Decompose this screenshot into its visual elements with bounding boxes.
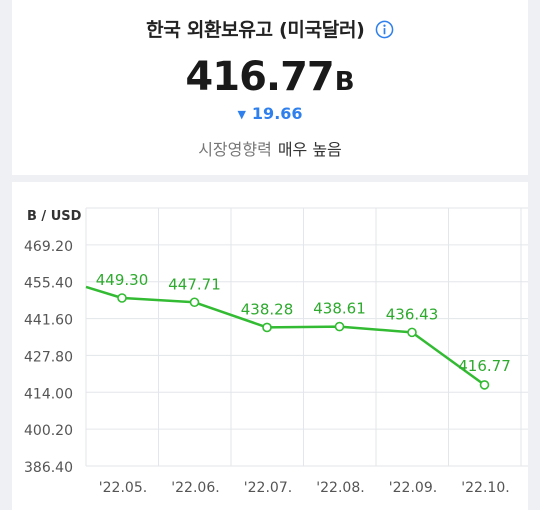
info-icon[interactable] bbox=[375, 20, 394, 39]
data-label: 438.28 bbox=[241, 300, 294, 318]
current-value-unit: B bbox=[334, 67, 355, 97]
data-label: 436.43 bbox=[386, 305, 439, 323]
y-tick-label: 441.60 bbox=[24, 313, 73, 329]
y-tick-label: 455.40 bbox=[24, 276, 73, 292]
data-point bbox=[189, 297, 200, 308]
change-indicator: ▼ 19.66 bbox=[12, 104, 528, 123]
y-tick-label: 414.00 bbox=[24, 386, 73, 402]
data-label: 449.30 bbox=[96, 271, 149, 289]
y-axis-unit-label: B / USD bbox=[27, 209, 82, 224]
x-tick-label: '22.06. bbox=[171, 480, 219, 496]
data-point bbox=[407, 327, 417, 338]
data-point bbox=[334, 321, 345, 332]
data-label: 438.61 bbox=[313, 300, 366, 318]
current-value-number: 416.77 bbox=[185, 54, 334, 100]
data-label: 416.77 bbox=[458, 357, 511, 375]
y-tick-label: 469.20 bbox=[24, 239, 73, 255]
impact-value: 매우 높음 bbox=[277, 140, 342, 159]
x-tick-label: '22.08. bbox=[316, 480, 364, 496]
down-triangle-icon: ▼ bbox=[237, 108, 246, 121]
indicator-title: 한국 외환보유고 (미국달러) bbox=[146, 19, 365, 41]
impact-label: 시장영향력 bbox=[198, 140, 272, 159]
data-label: 447.71 bbox=[168, 275, 221, 293]
change-value: 19.66 bbox=[251, 104, 303, 123]
y-tick-label: 427.80 bbox=[24, 349, 73, 365]
data-point bbox=[117, 293, 127, 303]
x-tick-label: '22.05. bbox=[99, 480, 147, 496]
x-tick-label: '22.09. bbox=[389, 480, 437, 496]
market-impact: 시장영향력 매우 높음 bbox=[12, 136, 528, 160]
x-tick-label: '22.07. bbox=[244, 480, 292, 496]
current-value: 416.77B bbox=[12, 54, 528, 100]
y-tick-label: 386.40 bbox=[24, 460, 73, 476]
data-point bbox=[479, 380, 490, 390]
data-point bbox=[262, 322, 272, 333]
chart-card: 469.20 455.40 441.60 427.80 414.00 400.20 386.… bbox=[12, 182, 528, 510]
x-tick-label: '22.10. bbox=[461, 480, 509, 496]
y-tick-label: 400.20 bbox=[24, 423, 73, 439]
line-chart: 469.20 455.40 441.60 427.80 414.00 400.20 386.… bbox=[24, 207, 528, 496]
title-row: 한국 외환보유고 (미국달러) bbox=[12, 15, 528, 42]
summary-card: 한국 외환보유고 (미국달러) 416.77B ▼ 19.66 시장영향력 매우 높… bbox=[12, 0, 528, 175]
